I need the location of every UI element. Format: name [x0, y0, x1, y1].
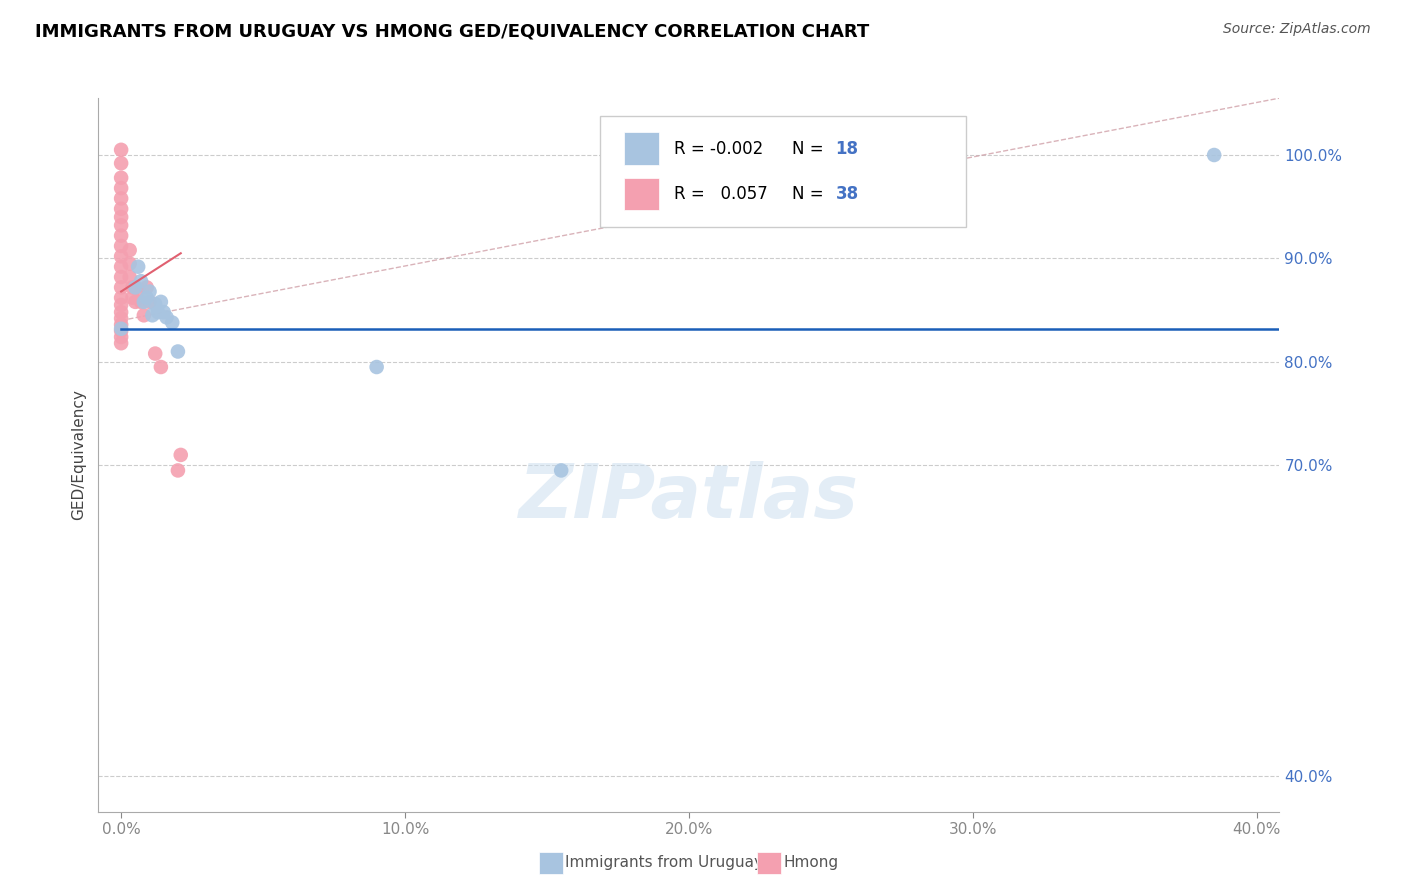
- Point: [110, 298, 132, 312]
- Point: [110, 260, 132, 274]
- Point: [110, 202, 132, 216]
- Text: Immigrants from Uruguay: Immigrants from Uruguay: [565, 855, 763, 870]
- Text: N =: N =: [792, 139, 828, 158]
- Point: [110, 249, 132, 263]
- Point: [118, 243, 141, 257]
- Point: [143, 346, 166, 360]
- Point: [366, 359, 388, 374]
- Point: [110, 318, 132, 332]
- Point: [110, 143, 132, 157]
- Point: [132, 294, 155, 309]
- Point: [110, 322, 132, 336]
- Point: [167, 463, 190, 477]
- Point: [110, 181, 132, 195]
- Point: [110, 191, 132, 205]
- Point: [132, 308, 155, 322]
- Point: [121, 280, 143, 294]
- Point: [550, 463, 572, 477]
- Point: [121, 291, 143, 305]
- FancyBboxPatch shape: [758, 853, 782, 874]
- Point: [129, 294, 152, 309]
- Point: [110, 170, 132, 185]
- Text: Source: ZipAtlas.com: Source: ZipAtlas.com: [1223, 22, 1371, 37]
- Point: [110, 336, 132, 351]
- Point: [149, 294, 172, 309]
- Point: [110, 210, 132, 224]
- Point: [127, 282, 149, 296]
- Point: [138, 285, 160, 299]
- Point: [110, 156, 132, 170]
- Text: 18: 18: [835, 139, 859, 158]
- Point: [143, 297, 166, 311]
- Y-axis label: GED/Equivalency: GED/Equivalency: [72, 390, 87, 520]
- Text: Hmong: Hmong: [783, 855, 838, 870]
- FancyBboxPatch shape: [600, 116, 966, 227]
- Point: [118, 270, 141, 285]
- Point: [155, 310, 177, 325]
- FancyBboxPatch shape: [624, 132, 659, 164]
- Point: [110, 305, 132, 319]
- Point: [152, 305, 174, 319]
- Point: [138, 294, 160, 309]
- Point: [167, 344, 190, 359]
- FancyBboxPatch shape: [538, 853, 562, 874]
- Point: [129, 274, 152, 288]
- Text: IMMIGRANTS FROM URUGUAY VS HMONG GED/EQUIVALENCY CORRELATION CHART: IMMIGRANTS FROM URUGUAY VS HMONG GED/EQU…: [35, 22, 869, 40]
- Point: [110, 280, 132, 294]
- Point: [110, 291, 132, 305]
- Point: [110, 239, 132, 253]
- Point: [110, 270, 132, 285]
- Point: [146, 305, 169, 319]
- Point: [110, 228, 132, 243]
- Point: [124, 280, 146, 294]
- Point: [141, 308, 163, 322]
- Text: N =: N =: [792, 185, 828, 203]
- Text: R = -0.002: R = -0.002: [673, 139, 763, 158]
- Point: [110, 311, 132, 326]
- Point: [110, 330, 132, 344]
- Point: [149, 359, 172, 374]
- Point: [110, 324, 132, 338]
- Point: [110, 219, 132, 233]
- Point: [162, 316, 183, 330]
- FancyBboxPatch shape: [624, 178, 659, 211]
- Text: R =   0.057: R = 0.057: [673, 185, 768, 203]
- Point: [127, 260, 149, 274]
- Point: [124, 294, 146, 309]
- Text: 38: 38: [835, 185, 859, 203]
- Point: [118, 257, 141, 271]
- Point: [124, 280, 146, 294]
- Text: ZIPatlas: ZIPatlas: [519, 461, 859, 534]
- Point: [135, 291, 157, 305]
- Point: [135, 280, 157, 294]
- Point: [170, 448, 193, 462]
- Point: [1204, 148, 1226, 162]
